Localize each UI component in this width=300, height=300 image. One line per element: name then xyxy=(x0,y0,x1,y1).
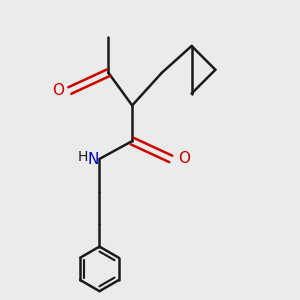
Text: O: O xyxy=(178,152,190,166)
Text: O: O xyxy=(52,83,64,98)
Text: N: N xyxy=(88,152,99,167)
Text: H: H xyxy=(78,150,88,164)
